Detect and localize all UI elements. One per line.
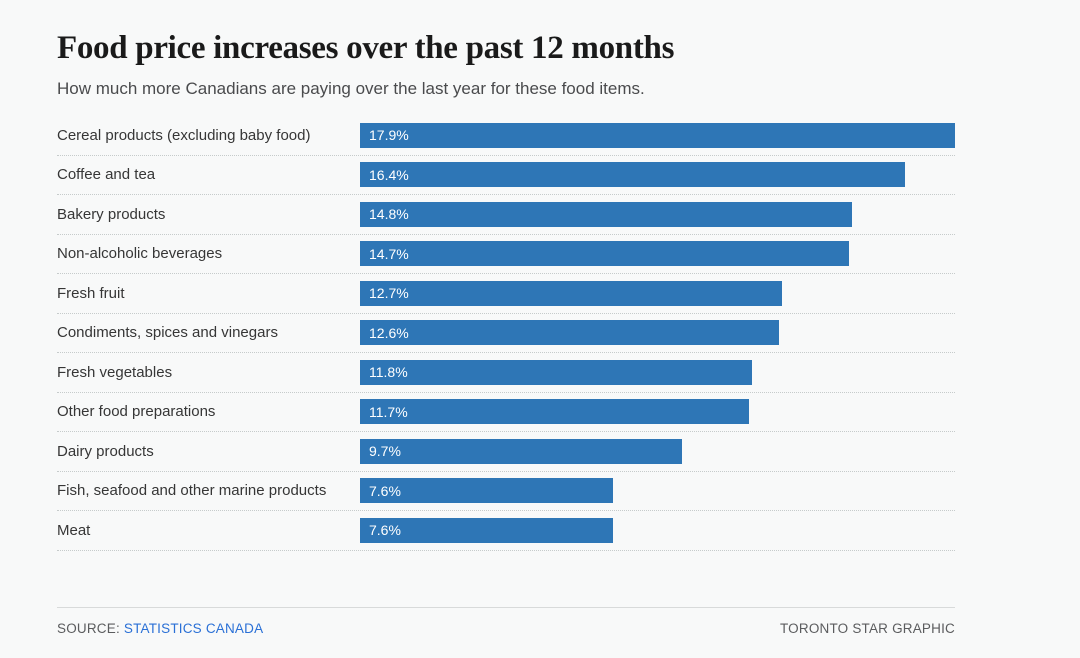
category-label: Non-alcoholic beverages [57, 245, 223, 263]
bar-value-label: 7.6% [369, 482, 401, 499]
chart-row: Non-alcoholic beverages 14.7% [57, 235, 955, 274]
credit-text: TORONTO STAR GRAPHIC [779, 620, 955, 636]
bar: 9.7% [360, 438, 683, 464]
footer: SOURCE: STATISTICS CANADA TORONTO STAR G… [57, 621, 955, 636]
bar: 7.6% [360, 478, 613, 504]
bar-value-label: 7.6% [369, 522, 401, 539]
category-label: Meat [57, 521, 91, 539]
bar-area: 12.6% [360, 320, 955, 346]
graphic-content: Food price increases over the past 12 mo… [57, 0, 955, 636]
bar-area: 16.4% [360, 162, 955, 188]
category-label: Cereal products (excluding baby food) [57, 126, 311, 144]
page-subtitle: How much more Canadians are paying over … [57, 79, 645, 98]
bar-area: 14.7% [360, 241, 955, 267]
bar: 14.7% [360, 241, 849, 267]
bar-area: 14.8% [360, 201, 955, 227]
source-link[interactable]: STATISTICS CANADA [123, 620, 264, 636]
chart-row: Fresh fruit 12.7% [57, 274, 955, 314]
bar-area: 7.6% [360, 478, 955, 504]
category-label: Condiments, spices and vinegars [57, 324, 278, 342]
bar: 17.9% [360, 122, 955, 148]
category-label: Dairy products [57, 442, 154, 460]
bar: 12.6% [360, 320, 779, 346]
chart-row: Cereal products (excluding baby food) 17… [57, 116, 955, 156]
bar: 16.4% [360, 162, 906, 188]
bar-area: 11.7% [360, 399, 955, 425]
bar-area: 11.8% [360, 359, 955, 385]
category-label: Fresh vegetables [57, 363, 173, 381]
bar-value-label: 11.7% [369, 403, 408, 420]
source-prefix: SOURCE: [57, 620, 120, 636]
bar-value-label: 14.7% [369, 245, 409, 262]
bar-area: 12.7% [360, 280, 955, 306]
bar-area: 9.7% [360, 438, 955, 464]
bar-value-label: 11.8% [369, 364, 408, 381]
bar: 11.7% [360, 399, 749, 425]
footer-divider [57, 606, 955, 608]
chart-row: Fish, seafood and other marine products … [57, 472, 955, 511]
bar-value-label: 9.7% [369, 443, 401, 460]
bar-chart: Cereal products (excluding baby food) 17… [57, 116, 955, 551]
chart-row: Dairy products 9.7% [57, 432, 955, 472]
chart-row: Other food preparations 11.7% [57, 393, 955, 432]
source-line: SOURCE: STATISTICS CANADA [57, 621, 263, 636]
bar: 11.8% [360, 359, 753, 385]
category-label: Other food preparations [57, 403, 216, 421]
chart-row: Bakery products 14.8% [57, 195, 955, 235]
bar-area: 17.9% [360, 122, 955, 148]
category-label: Bakery products [57, 205, 166, 223]
bar-area: 7.6% [360, 517, 955, 543]
chart-row: Meat 7.6% [57, 511, 955, 551]
category-label: Fresh fruit [57, 284, 125, 302]
bar-value-label: 12.7% [369, 285, 409, 302]
page-title: Food price increases over the past 12 mo… [57, 30, 675, 66]
chart-row: Condiments, spices and vinegars 12.6% [57, 314, 955, 353]
bar: 14.8% [360, 201, 852, 227]
bar: 7.6% [360, 517, 613, 543]
category-label: Coffee and tea [57, 166, 156, 184]
category-label: Fish, seafood and other marine products [57, 482, 327, 500]
bar-value-label: 16.4% [369, 166, 409, 183]
bar: 12.7% [360, 280, 783, 306]
bar-value-label: 12.6% [369, 324, 409, 341]
chart-row: Fresh vegetables 11.8% [57, 353, 955, 393]
chart-row: Coffee and tea 16.4% [57, 156, 955, 195]
bar-value-label: 17.9% [369, 127, 409, 144]
bar-value-label: 14.8% [369, 206, 409, 223]
